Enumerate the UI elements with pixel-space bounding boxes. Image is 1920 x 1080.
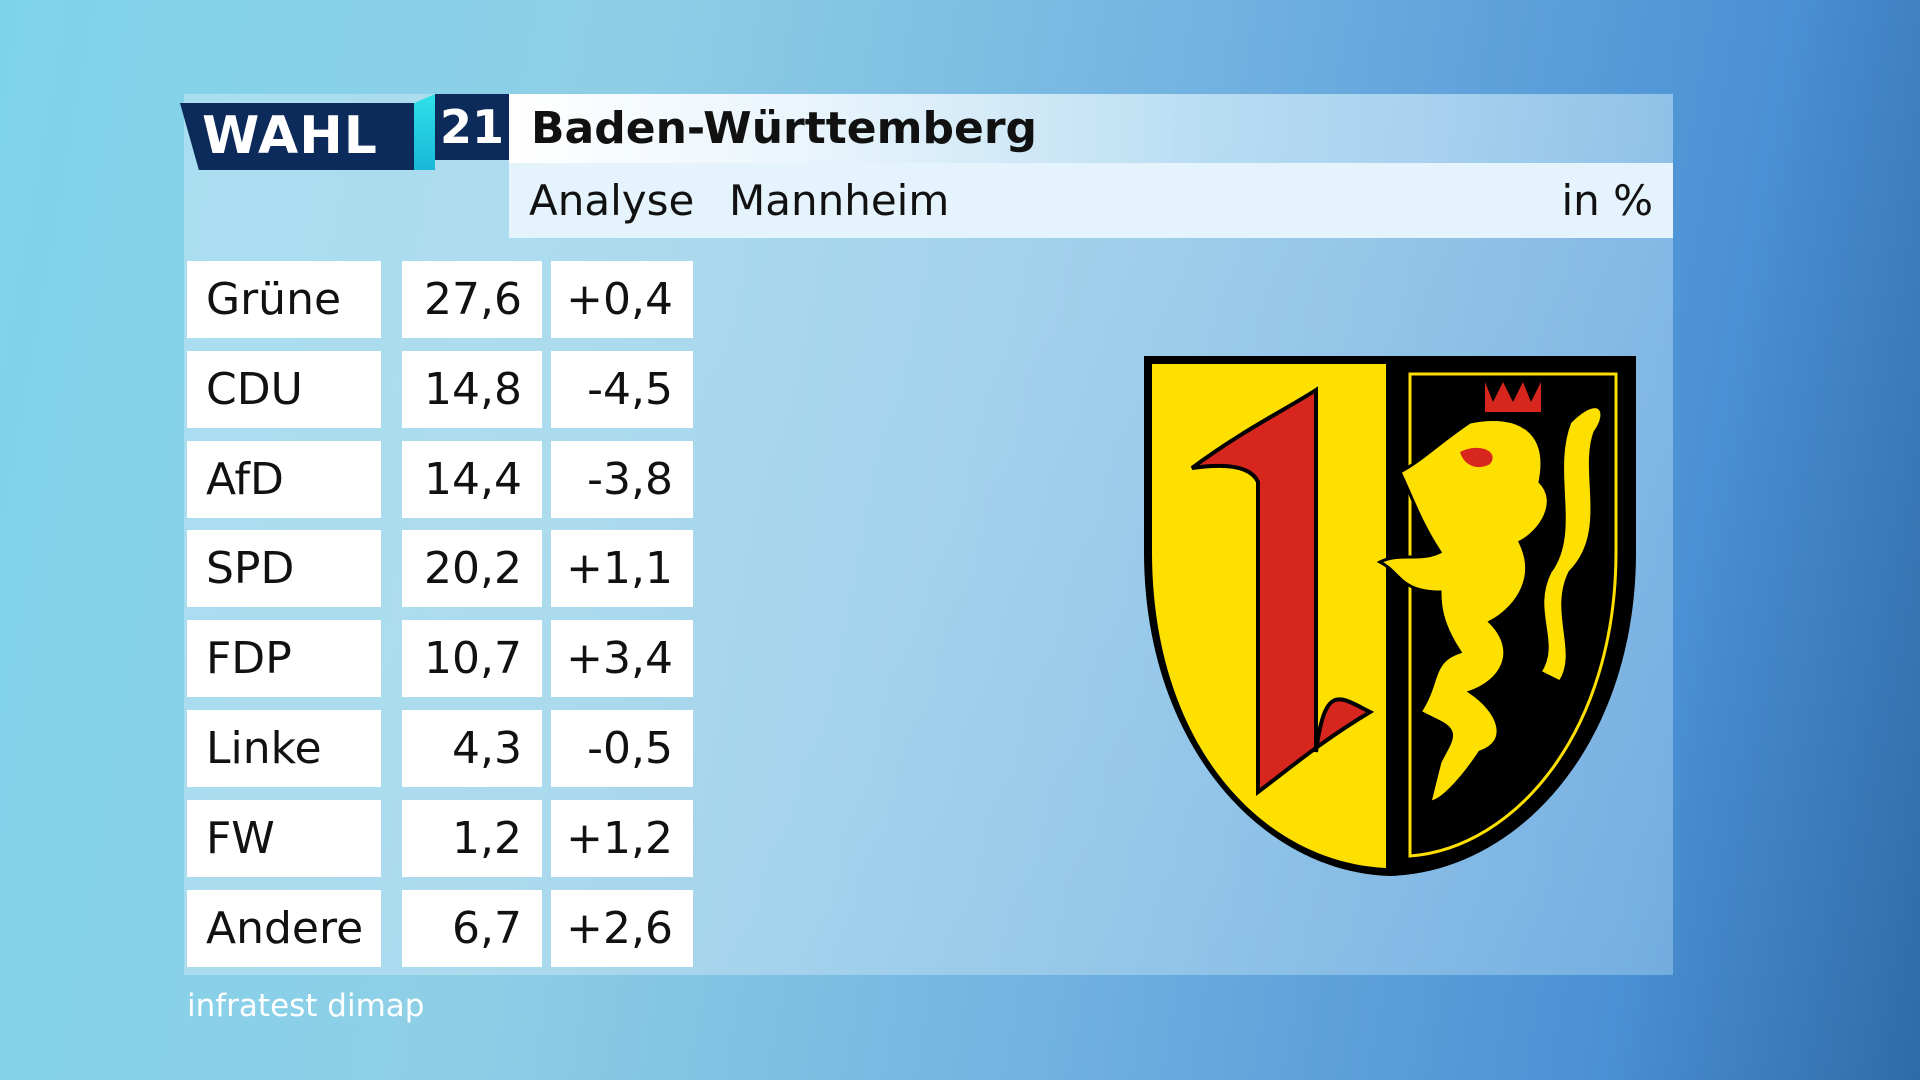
party-share: 6,7 [402, 889, 542, 967]
source: infratest dimap [187, 988, 425, 1024]
party-share: 14,8 [402, 350, 542, 428]
party-change: +2,6 [551, 889, 693, 967]
party-share: 20,2 [402, 530, 542, 608]
logo-word: WAHL [180, 103, 416, 170]
party-share: 4,3 [402, 710, 542, 787]
party-name: FW [187, 799, 381, 877]
party-change: -4,5 [551, 350, 693, 428]
party-change: -3,8 [551, 440, 693, 518]
party-change: +0,4 [551, 261, 693, 338]
party-change: -0,5 [551, 710, 693, 787]
subtitle-bar: Analyse Mannheim in % [509, 163, 1673, 238]
party-name: SPD [187, 530, 381, 608]
party-change: +1,1 [551, 530, 693, 608]
region: Mannheim [729, 176, 950, 225]
party-name: Andere [187, 889, 381, 967]
party-name: Grüne [187, 261, 381, 338]
party-share: 1,2 [402, 799, 542, 877]
party-change: +3,4 [551, 620, 693, 698]
party-share: 27,6 [402, 261, 542, 338]
title: Baden-Württemberg [509, 94, 1673, 163]
party-change: +1,2 [551, 799, 693, 877]
party-name: AfD [187, 440, 381, 518]
logo-number: 21 [435, 94, 509, 160]
logo-accent [414, 94, 435, 170]
subtitle: Analyse [529, 176, 695, 225]
party-name: Linke [187, 710, 381, 787]
coat-of-arms [1144, 356, 1636, 876]
party-name: CDU [187, 350, 381, 428]
party-name: FDP [187, 620, 381, 698]
party-share: 10,7 [402, 620, 542, 698]
unit: in % [1561, 176, 1653, 225]
party-share: 14,4 [402, 440, 542, 518]
